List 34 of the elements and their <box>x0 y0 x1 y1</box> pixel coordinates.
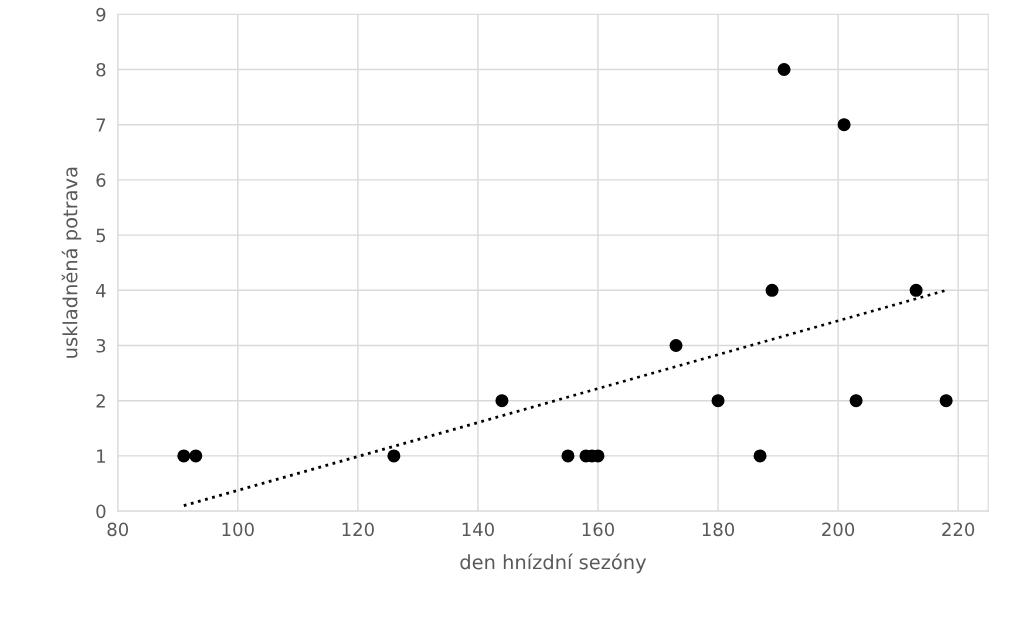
point <box>561 449 575 463</box>
y-tick-label: 1 <box>97 449 105 463</box>
point <box>495 394 509 408</box>
y-tick-label: 2 <box>96 394 105 408</box>
x-tick-label: 80 <box>107 522 129 537</box>
x-tick-label: 200 <box>822 522 855 537</box>
x-tick-label: 180 <box>702 522 735 537</box>
x-tick-label: 120 <box>342 522 374 537</box>
x-tick-label: 160 <box>582 522 615 537</box>
y-tick-label: 4 <box>96 283 106 298</box>
point <box>177 449 191 463</box>
y-tick-label: 9 <box>96 7 106 22</box>
y-axis-title: uskladněná potrava <box>61 167 82 358</box>
y-tick-label: 3 <box>96 338 106 353</box>
x-axis-title: den hnízdní sezóny <box>460 553 647 574</box>
point <box>189 449 203 463</box>
point <box>849 394 863 408</box>
y-tick-label: 6 <box>96 173 106 187</box>
y-tick-label: 5 <box>96 228 106 243</box>
point <box>837 118 851 132</box>
point <box>387 449 401 463</box>
y-tick-label: 7 <box>96 118 106 132</box>
point <box>711 394 725 408</box>
y-tick-label: 0 <box>96 504 106 519</box>
x-tick-label: 140 <box>462 522 494 537</box>
point <box>909 283 923 297</box>
point <box>939 394 953 408</box>
y-tick-label: 8 <box>96 62 106 77</box>
point <box>669 338 683 352</box>
point <box>753 449 767 463</box>
point <box>777 62 791 76</box>
x-tick-label: 220 <box>942 522 975 537</box>
point <box>765 283 779 297</box>
x-tick-label: 100 <box>222 522 254 537</box>
